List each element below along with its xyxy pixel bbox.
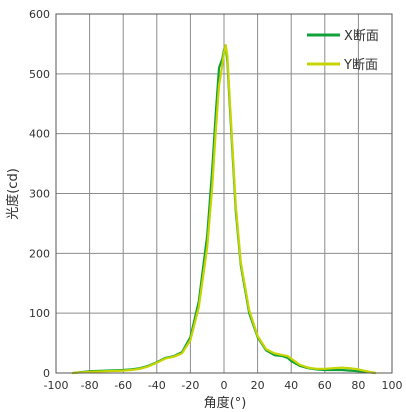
x-tick-label: 80 (351, 379, 365, 392)
legend-label-x-section: X断面 (344, 29, 379, 44)
x-tick-label: -60 (114, 379, 132, 392)
y-tick-label: 0 (43, 367, 50, 380)
x-tick-label: 0 (221, 379, 228, 392)
x-tick-label: 40 (284, 379, 298, 392)
x-tick-label: -80 (81, 379, 99, 392)
y-tick-label: 500 (29, 68, 50, 81)
x-tick-label: -100 (44, 379, 69, 392)
x-tick-label: -20 (181, 379, 199, 392)
x-axis-label: 角度(°) (204, 395, 247, 411)
x-tick-label: 20 (251, 379, 265, 392)
x-tick-label: 100 (382, 379, 403, 392)
y-axis-label: 光度(cd) (5, 168, 21, 220)
legend-label-y-section: Y断面 (343, 58, 378, 73)
y-tick-label: 300 (29, 188, 50, 201)
x-tick-label: -40 (148, 379, 166, 392)
y-tick-label: 100 (29, 307, 50, 320)
y-tick-label: 200 (29, 247, 50, 260)
x-tick-label: 60 (318, 379, 332, 392)
y-tick-label: 600 (29, 8, 50, 21)
y-tick-label: 400 (29, 128, 50, 141)
